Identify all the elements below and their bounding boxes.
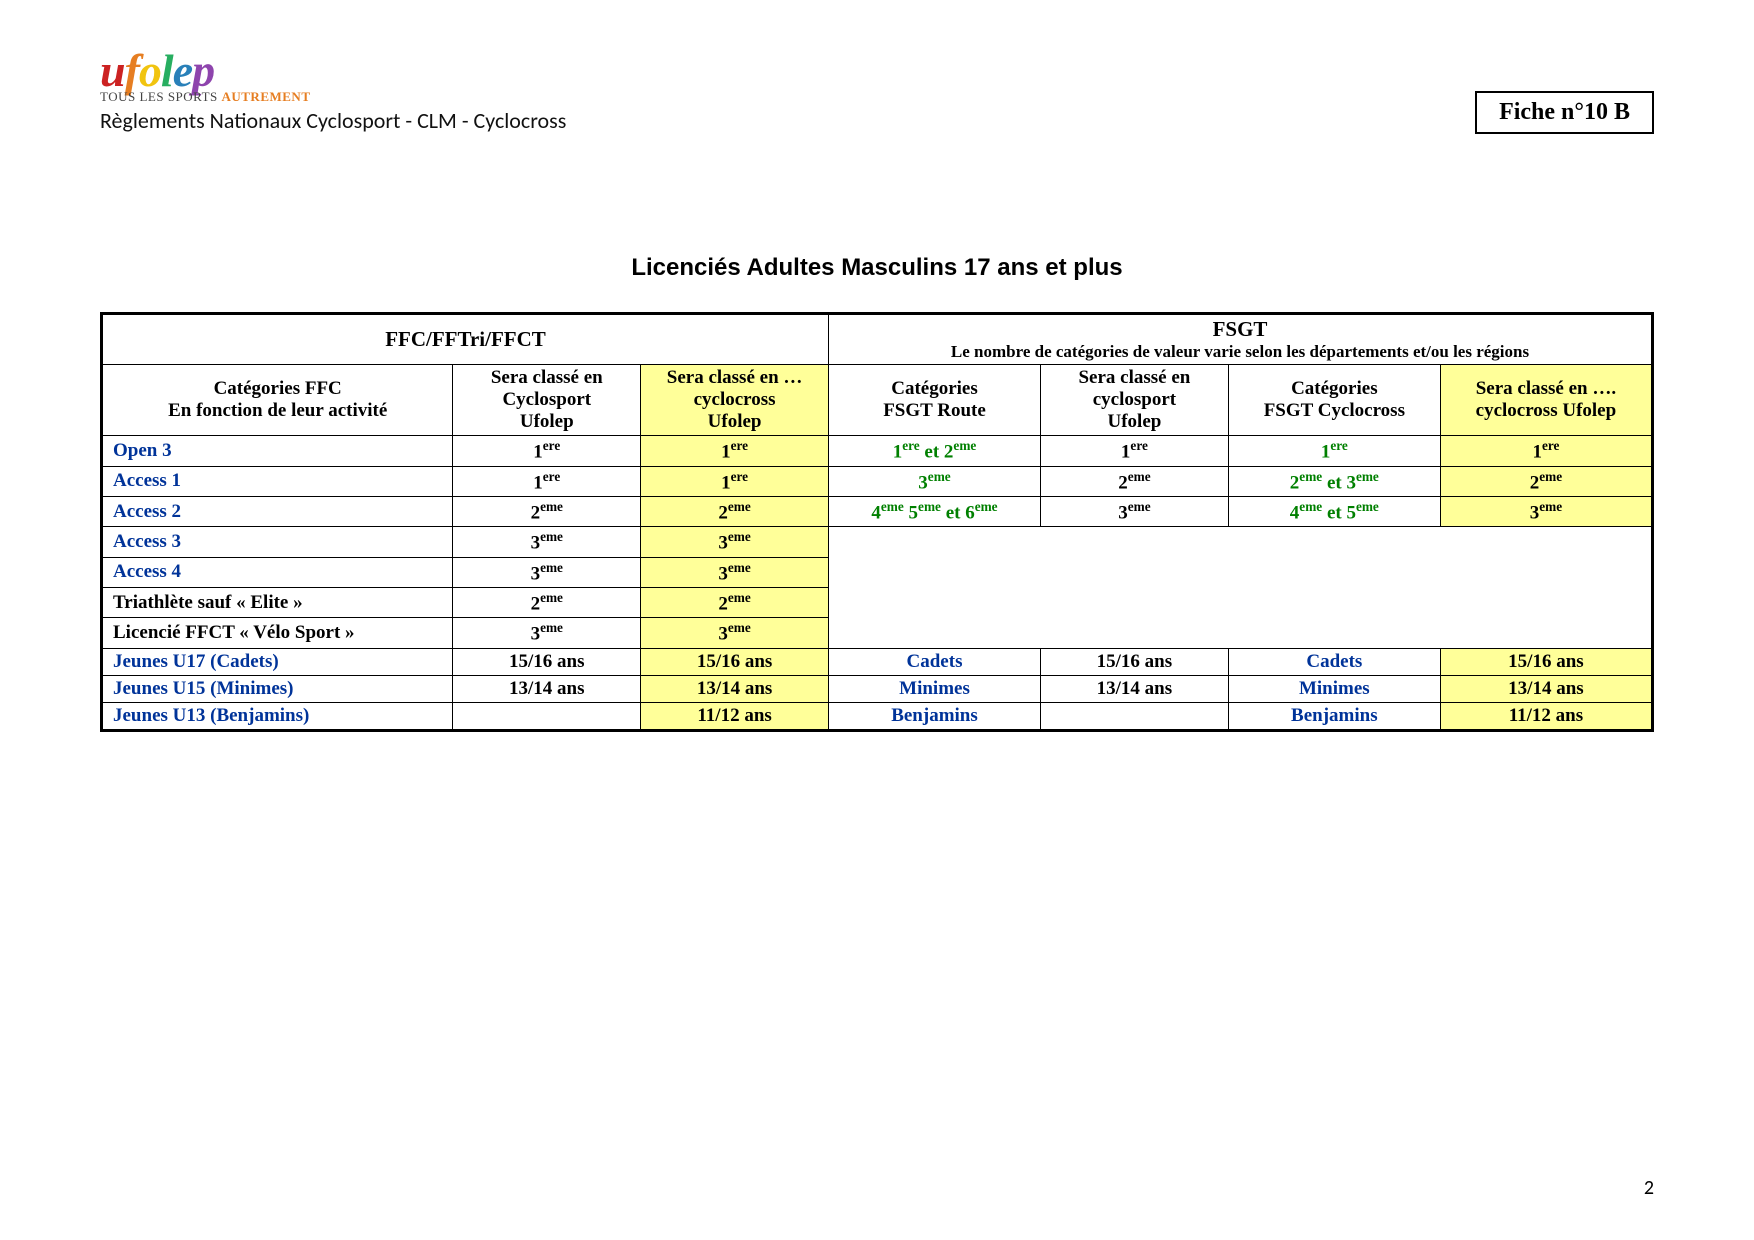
table-row: Access 11ere1ere3eme2eme2eme et 3eme2eme — [102, 466, 1653, 496]
col-cat-ffc: Catégories FFC En fonction de leur activ… — [102, 365, 453, 436]
col6: CatégoriesFSGT Cyclocross — [1264, 378, 1405, 421]
table-row: Jeunes U15 (Minimes)13/14 ans13/14 ansMi… — [102, 675, 1653, 702]
fsgt-cx-class-cell: 11/12 ans — [1440, 702, 1652, 730]
table-row: Jeunes U17 (Cadets)15/16 ans15/16 ansCad… — [102, 648, 1653, 675]
col4: CatégoriesFSGT Route — [883, 378, 986, 421]
fsgt-route-cell: 4eme 5eme et 6eme — [828, 497, 1040, 527]
category-cell: Access 1 — [102, 466, 453, 496]
fsgt-cx-cat-cell: Minimes — [1228, 675, 1440, 702]
cyclosport-cell: 13/14 ans — [453, 675, 641, 702]
table-row: Open 31ere1ere1ere et 2eme1ere1ere1ere — [102, 436, 1653, 466]
table-row: Access 22eme2eme4eme 5eme et 6eme3eme4em… — [102, 497, 1653, 527]
fsgt-cx-cat-cell: Cadets — [1228, 648, 1440, 675]
blank-cell — [828, 527, 1652, 648]
logo-tag-prefix: TOUS LES SPORTS — [100, 89, 221, 104]
table-row: Jeunes U13 (Benjamins)11/12 ansBenjamins… — [102, 702, 1653, 730]
cyclosport-cell: 2eme — [453, 588, 641, 618]
fsgt-cx-class-cell: 2eme — [1440, 466, 1652, 496]
cyclocross-cell: 3eme — [641, 618, 829, 648]
group1-header: FFC/FFTri/FFCT — [102, 314, 829, 365]
fsgt-cx-class-cell: 3eme — [1440, 497, 1652, 527]
category-cell: Jeunes U13 (Benjamins) — [102, 702, 453, 730]
fsgt-cyclosport-cell: 3eme — [1041, 497, 1229, 527]
page-title: Licenciés Adultes Masculins 17 ans et pl… — [100, 254, 1654, 282]
fsgt-cx-class-cell: 15/16 ans — [1440, 648, 1652, 675]
logo-letter: u — [100, 45, 125, 96]
col-fsgt-cyclosport: Sera classé encyclosportUfolep — [1041, 365, 1229, 436]
col7: Sera classé en ….cyclocross Ufolep — [1476, 378, 1617, 421]
fsgt-route-cell: Cadets — [828, 648, 1040, 675]
page-header: ufolep TOUS LES SPORTS AUTREMENT Règleme… — [100, 50, 1654, 134]
col3: Sera classé en …cyclocrossUfolep — [667, 367, 803, 432]
fsgt-route-cell: 1ere et 2eme — [828, 436, 1040, 466]
logo-letter: e — [173, 45, 192, 96]
cyclosport-cell: 3eme — [453, 557, 641, 587]
fsgt-cx-cat-cell: 4eme et 5eme — [1228, 497, 1440, 527]
category-cell: Access 2 — [102, 497, 453, 527]
cyclocross-cell: 2eme — [641, 588, 829, 618]
category-cell: Jeunes U15 (Minimes) — [102, 675, 453, 702]
cyclocross-cell: 3eme — [641, 557, 829, 587]
classification-table: FFC/FFTri/FFCT FSGT Le nombre de catégor… — [100, 312, 1654, 731]
cyclocross-cell: 15/16 ans — [641, 648, 829, 675]
cyclocross-cell: 13/14 ans — [641, 675, 829, 702]
fsgt-cx-class-cell: 13/14 ans — [1440, 675, 1652, 702]
logo-tagline: TOUS LES SPORTS AUTREMENT — [100, 89, 566, 105]
col-cyclocross: Sera classé en …cyclocrossUfolep — [641, 365, 829, 436]
col-fsgt-cyclocross-class: Sera classé en ….cyclocross Ufolep — [1440, 365, 1652, 436]
logo-letter: o — [139, 45, 161, 96]
logo-letter: f — [125, 45, 139, 96]
fsgt-cx-class-cell: 1ere — [1440, 436, 1652, 466]
cyclocross-cell: 2eme — [641, 497, 829, 527]
category-cell: Triathlète sauf « Elite » — [102, 588, 453, 618]
category-cell: Access 3 — [102, 527, 453, 557]
cyclosport-cell: 1ere — [453, 466, 641, 496]
col1-line2: En fonction de leur activité — [168, 400, 387, 421]
logo-letter: p — [192, 45, 214, 96]
col2: Sera classé enCyclosportUfolep — [491, 367, 603, 432]
cyclosport-cell: 3eme — [453, 618, 641, 648]
logo-tag-suffix: AUTREMENT — [221, 89, 310, 104]
fiche-box: Fiche n°10 B — [1475, 91, 1654, 134]
fsgt-cx-cat-cell: Benjamins — [1228, 702, 1440, 730]
fsgt-cyclosport-cell: 1ere — [1041, 436, 1229, 466]
cyclocross-cell: 11/12 ans — [641, 702, 829, 730]
fsgt-cyclosport-cell: 13/14 ans — [1041, 675, 1229, 702]
category-cell: Jeunes U17 (Cadets) — [102, 648, 453, 675]
fsgt-route-cell: 3eme — [828, 466, 1040, 496]
fsgt-route-cell: Minimes — [828, 675, 1040, 702]
logo: ufolep — [100, 50, 566, 91]
table-row: Access 33eme3eme — [102, 527, 1653, 557]
fsgt-cx-cat-cell: 2eme et 3eme — [1228, 466, 1440, 496]
group2-header: FSGT — [828, 314, 1652, 343]
page-number: 2 — [1644, 1176, 1654, 1200]
fsgt-route-cell: Benjamins — [828, 702, 1040, 730]
cyclosport-cell — [453, 702, 641, 730]
col-fsgt-cyclocross-cat: CatégoriesFSGT Cyclocross — [1228, 365, 1440, 436]
cyclocross-cell: 1ere — [641, 436, 829, 466]
col1-line1: Catégories FFC — [214, 378, 342, 399]
col5: Sera classé encyclosportUfolep — [1078, 367, 1190, 432]
cyclosport-cell: 1ere — [453, 436, 641, 466]
fsgt-cx-cat-cell: 1ere — [1228, 436, 1440, 466]
col-cyclosport: Sera classé enCyclosportUfolep — [453, 365, 641, 436]
category-cell: Licencié FFCT « Vélo Sport » — [102, 618, 453, 648]
group2-sub: Le nombre de catégories de valeur varie … — [828, 342, 1652, 365]
category-cell: Access 4 — [102, 557, 453, 587]
cyclosport-cell: 15/16 ans — [453, 648, 641, 675]
cyclocross-cell: 3eme — [641, 527, 829, 557]
fsgt-cyclosport-cell: 15/16 ans — [1041, 648, 1229, 675]
cyclosport-cell: 2eme — [453, 497, 641, 527]
fsgt-cyclosport-cell: 2eme — [1041, 466, 1229, 496]
cyclocross-cell: 1ere — [641, 466, 829, 496]
col-fsgt-route: CatégoriesFSGT Route — [828, 365, 1040, 436]
subheader: Règlements Nationaux Cyclosport - CLM - … — [100, 107, 566, 134]
cyclosport-cell: 3eme — [453, 527, 641, 557]
logo-letter: l — [161, 45, 173, 96]
category-cell: Open 3 — [102, 436, 453, 466]
logo-block: ufolep TOUS LES SPORTS AUTREMENT Règleme… — [100, 50, 566, 134]
fsgt-cyclosport-cell — [1041, 702, 1229, 730]
